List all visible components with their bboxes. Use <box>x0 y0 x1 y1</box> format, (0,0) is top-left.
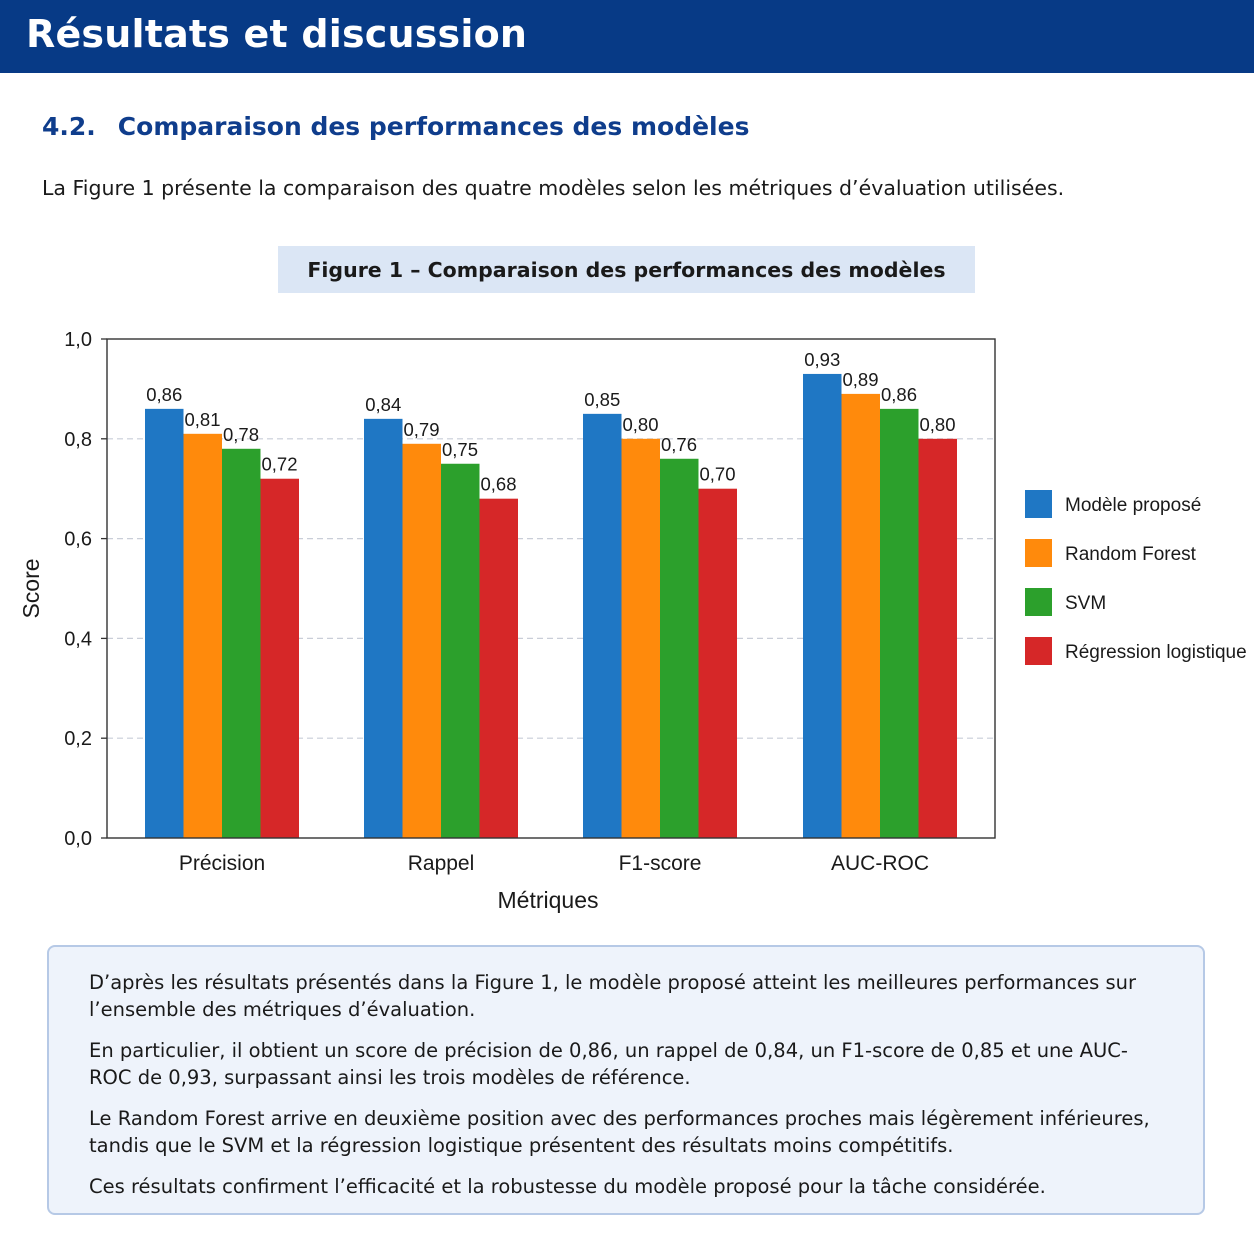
data-label: 0,93 <box>804 349 840 370</box>
legend-swatch <box>1025 490 1052 518</box>
y-tick-label: 1,0 <box>64 329 92 351</box>
data-label: 0,81 <box>185 409 221 430</box>
y-tick-label: 0,6 <box>64 529 92 551</box>
y-axis-label: Score <box>18 558 44 618</box>
discussion-paragraph-3: Le Random Forest arrive en deuxième posi… <box>89 1107 1150 1157</box>
bar <box>803 373 842 838</box>
data-label: 0,86 <box>881 384 917 405</box>
y-tick-label: 0,0 <box>64 828 92 850</box>
legend-label: Régression logistique <box>1065 642 1247 663</box>
bar <box>183 433 222 838</box>
y-tick-label: 0,4 <box>64 628 92 650</box>
bar <box>364 418 403 838</box>
figure-caption: Figure 1 – Comparaison des performances … <box>278 246 975 293</box>
bar <box>402 443 441 838</box>
section-title: 4.2. Comparaison des performances des mod… <box>42 112 749 141</box>
discussion-box: D’après les résultats présentés dans la … <box>47 945 1205 1215</box>
y-tick-label: 0,8 <box>64 429 92 451</box>
x-tick-label: F1-score <box>619 852 702 875</box>
bar <box>145 408 184 838</box>
intro-text: La Figure 1 présente la comparaison des … <box>42 176 1065 200</box>
x-tick-label: Précision <box>179 852 265 875</box>
data-label: 0,78 <box>223 424 259 445</box>
bar <box>441 463 480 838</box>
bar-chart: 0,00,20,40,60,81,00,860,810,780,72Précis… <box>18 329 1247 913</box>
data-label: 0,80 <box>920 414 956 435</box>
data-label: 0,70 <box>700 464 736 485</box>
discussion-paragraph-2: En particulier, il obtient un score de p… <box>89 1039 1128 1089</box>
section-title-text: Comparaison des performances des modèles <box>117 112 750 141</box>
legend-swatch <box>1025 588 1052 616</box>
legend-label: Random Forest <box>1065 544 1197 565</box>
data-label: 0,86 <box>146 384 182 405</box>
data-label: 0,80 <box>623 414 659 435</box>
plot-frame <box>106 338 996 839</box>
section-number: 4.2. <box>42 112 96 141</box>
legend-label: SVM <box>1065 593 1106 614</box>
legend-swatch <box>1025 539 1052 567</box>
data-label: 0,85 <box>584 389 620 410</box>
data-label: 0,76 <box>661 434 697 455</box>
discussion-paragraph-1: D’après les résultats présentés dans la … <box>89 971 1137 1021</box>
x-tick-label: Rappel <box>408 852 475 875</box>
data-label: 0,84 <box>365 394 401 415</box>
data-label: 0,75 <box>442 439 478 460</box>
legend-label: Modèle proposé <box>1065 495 1201 516</box>
page-title: Résultats et discussion <box>26 12 528 56</box>
bar <box>698 488 737 838</box>
data-label: 0,68 <box>481 474 517 495</box>
y-tick-label: 0,2 <box>64 728 92 750</box>
bar <box>918 438 957 838</box>
figure-caption-text: Figure 1 – Comparaison des performances … <box>307 257 946 282</box>
legend-swatch <box>1025 637 1052 665</box>
bar <box>583 413 622 838</box>
bar <box>880 408 919 838</box>
x-tick-label: AUC-ROC <box>831 852 929 875</box>
bar <box>841 393 880 838</box>
discussion-paragraph-4: Ces résultats confirment l’efficacité et… <box>89 1175 1046 1198</box>
header-banner: Résultats et discussion <box>0 0 1254 73</box>
data-label: 0,89 <box>843 369 879 390</box>
data-label: 0,72 <box>262 454 298 475</box>
bar <box>260 478 299 838</box>
x-axis-label: Métriques <box>498 887 599 913</box>
bar <box>660 458 699 838</box>
data-label: 0,79 <box>404 419 440 440</box>
bar <box>479 498 518 838</box>
bar <box>621 438 660 838</box>
bar <box>222 448 261 838</box>
